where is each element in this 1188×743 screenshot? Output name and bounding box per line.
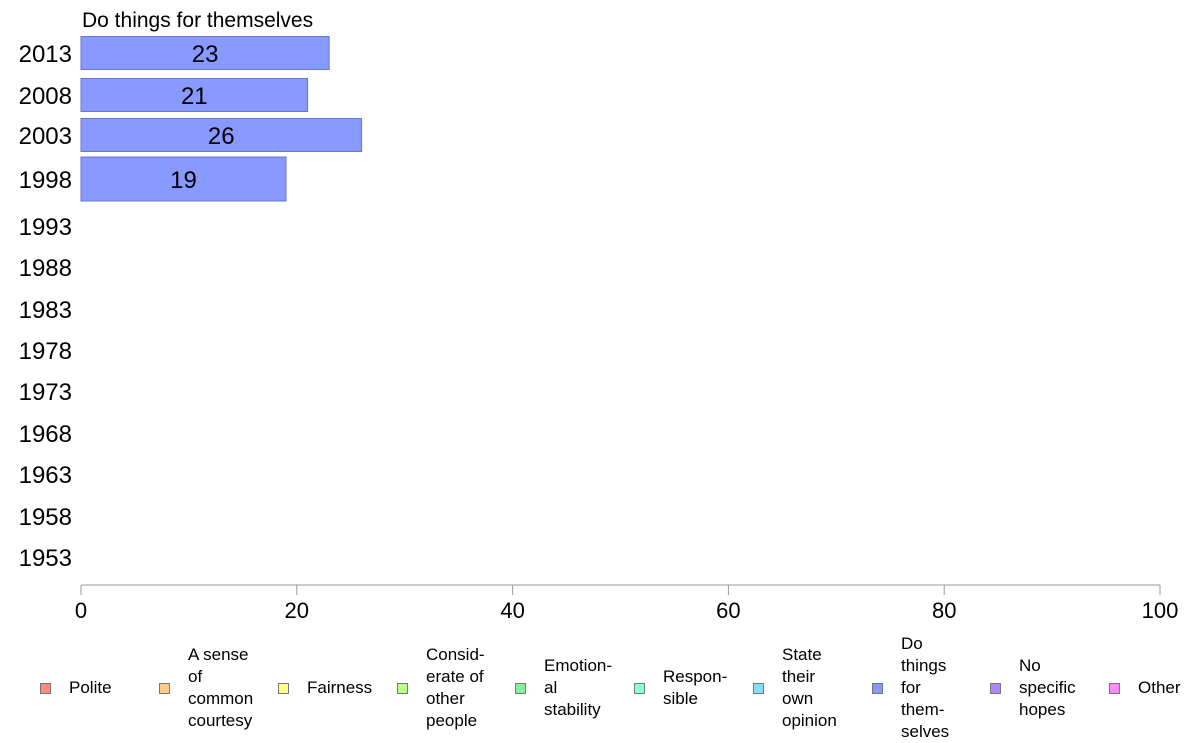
legend-swatch xyxy=(990,682,1001,694)
legend-item: A sense of common courtesy xyxy=(159,644,253,732)
year-label: 2008 xyxy=(19,83,72,110)
chart-title: Do things for themselves xyxy=(82,9,313,32)
year-label: 1978 xyxy=(19,338,72,365)
bar-chart: Do things for themselves 2013 2008 2003 199… xyxy=(19,9,1179,623)
year-label: 1968 xyxy=(19,421,72,448)
legend-swatch xyxy=(397,682,408,694)
year-label: 1993 xyxy=(19,214,72,241)
year-label: 2013 xyxy=(19,41,72,68)
bar-value-label: 26 xyxy=(208,123,235,150)
legend-label: Polite xyxy=(69,678,112,697)
legend-label: Other xyxy=(1138,678,1181,697)
legend-swatch xyxy=(753,682,764,694)
legend-swatch xyxy=(40,682,51,694)
legend-swatch xyxy=(278,682,289,694)
legend-item: Respon- sible xyxy=(634,666,727,710)
legend-item: Fairness xyxy=(278,677,372,699)
legend-swatch xyxy=(1109,682,1120,694)
x-tick-label: 100 xyxy=(1142,598,1179,623)
year-label: 2003 xyxy=(19,123,72,150)
bar-value-label: 21 xyxy=(181,83,208,110)
legend-item: State their own opinion xyxy=(753,644,837,732)
legend-label: Do things for them- selves xyxy=(901,634,950,741)
bar xyxy=(80,118,363,152)
x-tick-label: 80 xyxy=(932,598,956,623)
bar xyxy=(80,156,287,202)
year-label: 1998 xyxy=(19,167,72,194)
legend-label: A sense of common courtesy xyxy=(188,645,254,730)
legend-swatch xyxy=(159,682,170,694)
legend: Polite A sense of common courtesy Fairness… xyxy=(0,634,1188,741)
legend-label: Respon- sible xyxy=(663,667,728,708)
year-label: 1988 xyxy=(19,255,72,282)
year-label: 1983 xyxy=(19,297,72,324)
legend-label: No specific hopes xyxy=(1019,656,1076,719)
legend-item: Consid- erate of other people xyxy=(397,644,485,732)
legend-swatch xyxy=(872,682,883,694)
bar-value-label: 19 xyxy=(170,167,197,194)
legend-item: Other xyxy=(1109,677,1181,699)
year-label: 1953 xyxy=(19,545,72,572)
legend-item: No specific hopes xyxy=(990,655,1076,721)
year-label: 1973 xyxy=(19,379,72,406)
legend-label: Consid- erate of other people xyxy=(426,645,485,730)
legend-swatch xyxy=(515,682,526,694)
legend-item: Polite xyxy=(40,677,112,699)
x-tick-label: 60 xyxy=(716,598,740,623)
legend-item: Emotion- al stability xyxy=(515,655,612,721)
x-tick-label: 20 xyxy=(285,598,309,623)
legend-label: State their own opinion xyxy=(782,645,837,730)
year-label: 1963 xyxy=(19,462,72,489)
bar xyxy=(80,78,309,112)
x-tick-label: 0 xyxy=(75,598,87,623)
legend-swatch xyxy=(634,682,645,694)
legend-item: Do things for them- selves xyxy=(872,633,949,743)
year-label: 1958 xyxy=(19,504,72,531)
bar xyxy=(80,36,330,70)
legend-label: Emotion- al stability xyxy=(544,656,613,719)
legend-label: Fairness xyxy=(307,678,373,697)
bar-value-label: 23 xyxy=(192,41,219,68)
x-tick-label: 40 xyxy=(500,598,524,623)
